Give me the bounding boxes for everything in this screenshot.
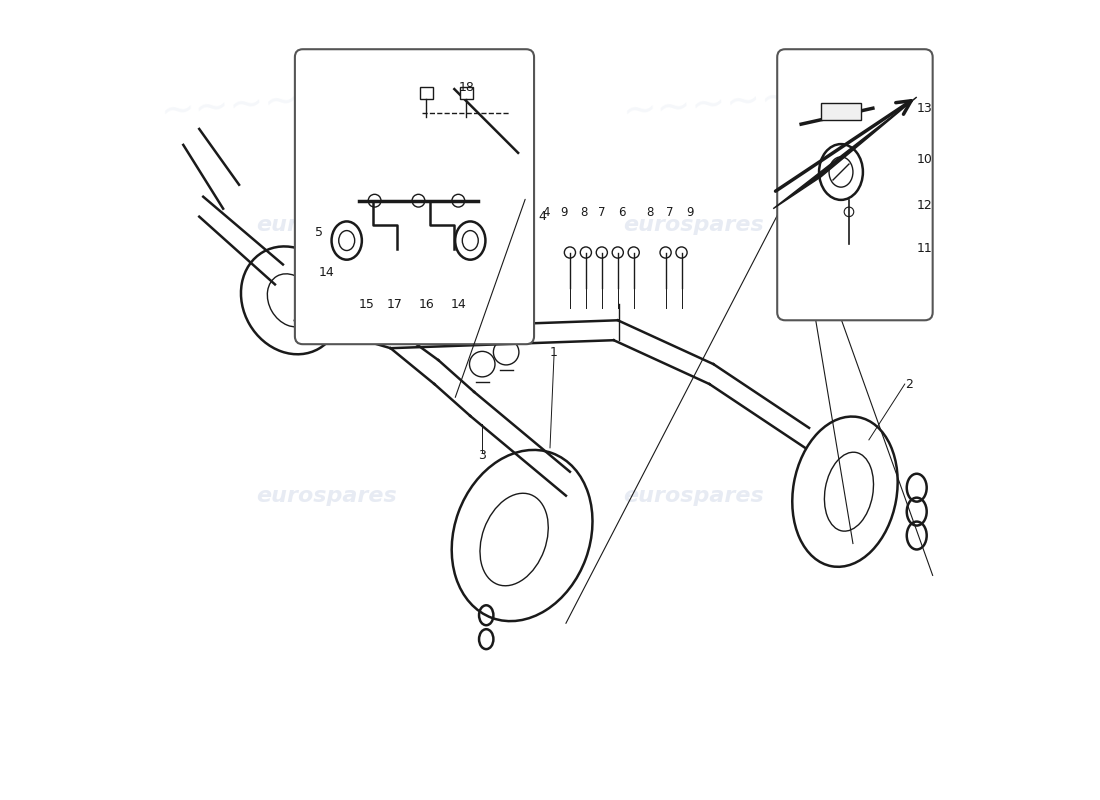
Bar (420, 86, 432, 99)
Text: 8: 8 (580, 206, 587, 219)
Text: 12: 12 (916, 198, 933, 212)
Text: eurospares: eurospares (256, 486, 397, 506)
Text: eurospares: eurospares (623, 214, 763, 234)
Text: 17: 17 (386, 298, 403, 311)
Text: 18: 18 (459, 81, 474, 94)
Text: 4: 4 (538, 210, 546, 223)
Text: 10: 10 (916, 153, 933, 166)
Text: 14: 14 (319, 266, 334, 279)
Text: 9: 9 (685, 206, 693, 219)
Text: 4: 4 (542, 206, 550, 219)
Text: 7: 7 (598, 206, 606, 219)
Text: 9: 9 (560, 206, 568, 219)
Text: ~~~~~: ~~~~~ (620, 77, 799, 134)
Text: 11: 11 (916, 242, 933, 255)
FancyBboxPatch shape (295, 50, 535, 344)
Polygon shape (773, 97, 916, 209)
Bar (460, 86, 473, 99)
Bar (821, 102, 861, 120)
Text: eurospares: eurospares (256, 214, 397, 234)
Text: 15: 15 (359, 298, 375, 311)
FancyBboxPatch shape (778, 50, 933, 320)
Text: eurospares: eurospares (623, 486, 763, 506)
Text: 3: 3 (478, 450, 486, 462)
Text: ~~~~~: ~~~~~ (158, 77, 336, 134)
Text: 14: 14 (450, 298, 466, 311)
Text: 5: 5 (315, 226, 322, 239)
Text: 8: 8 (646, 206, 653, 219)
Text: 6: 6 (618, 206, 626, 219)
Text: 2: 2 (905, 378, 913, 390)
Text: 7: 7 (666, 206, 673, 219)
Text: 1: 1 (550, 346, 558, 358)
Text: 16: 16 (419, 298, 435, 311)
Text: 13: 13 (916, 102, 933, 114)
